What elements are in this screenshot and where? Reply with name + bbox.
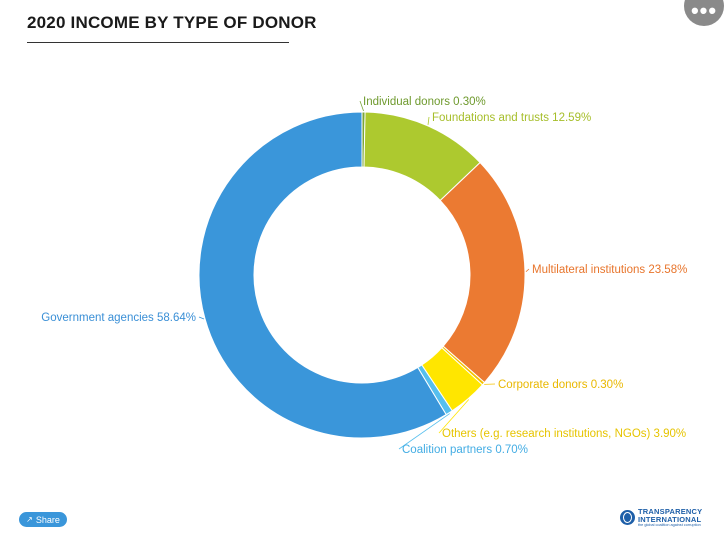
data-label-individual-donors: Individual donors 0.30% xyxy=(363,96,486,108)
leader-line-government-agencies xyxy=(198,316,205,320)
transparency-international-logo: TRANSPARENCY INTERNATIONAL the global co… xyxy=(620,508,702,528)
slice-government-agencies[interactable] xyxy=(198,111,447,439)
leader-line-others-e-g-research-institutions-ngos xyxy=(438,399,470,434)
share-label: Share xyxy=(35,514,60,525)
data-label-others-e-g-research-institutions-ngos: Others (e.g. research institutions, NGOs… xyxy=(442,428,686,440)
share-icon: ↗ xyxy=(26,515,33,524)
data-label-government-agencies: Government agencies 58.64% xyxy=(41,312,196,324)
title-underline xyxy=(27,42,289,43)
logo-line1: TRANSPARENCY xyxy=(638,507,703,516)
data-label-foundations-and-trusts: Foundations and trusts 12.59% xyxy=(432,112,591,124)
data-label-corporate-donors: Corporate donors 0.30% xyxy=(498,379,623,391)
chart-title: 2020 INCOME BY TYPE OF DONOR xyxy=(27,13,317,32)
slice-multilateral-institutions[interactable] xyxy=(439,161,526,384)
share-button[interactable]: ↗ Share xyxy=(19,512,67,527)
leader-line-coalition-partners xyxy=(398,413,450,450)
data-label-coalition-partners: Coalition partners 0.70% xyxy=(402,444,528,456)
leader-line-foundations-and-trusts xyxy=(427,116,430,125)
leader-line-individual-donors xyxy=(359,100,364,112)
logo-line2: INTERNATIONAL xyxy=(638,514,702,524)
data-label-multilateral-institutions: Multilateral institutions 23.58% xyxy=(532,264,687,276)
donut-chart: Individual donors 0.30% Foundations and t… xyxy=(41,96,687,456)
logo-tagline: the global coalition against corruption xyxy=(638,523,701,527)
leader-line-multilateral-institutions xyxy=(525,268,530,272)
more-dots-icon[interactable]: ••• xyxy=(684,0,724,26)
globe-icon xyxy=(620,510,635,526)
